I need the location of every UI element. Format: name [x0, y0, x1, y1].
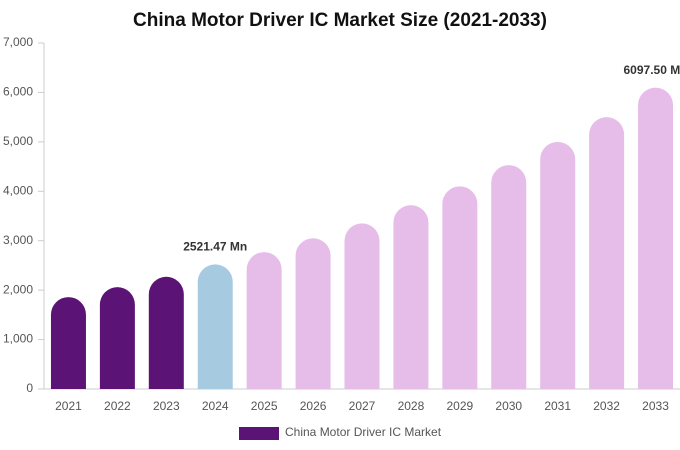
x-tick-label: 2025 [251, 399, 278, 413]
bar [540, 141, 576, 389]
x-tick-label: 2029 [446, 399, 473, 413]
x-tick-label: 2030 [495, 399, 522, 413]
x-tick-label: 2032 [593, 399, 620, 413]
bar [491, 165, 527, 389]
chart-title: China Motor Driver IC Market Size (2021-… [133, 10, 547, 31]
data-label: 6097.50 Mn [624, 63, 680, 77]
bar [393, 205, 429, 389]
y-tick-label: 0 [26, 381, 33, 395]
y-tick-label: 4,000 [3, 183, 33, 197]
y-tick-label: 2,000 [3, 282, 33, 296]
x-tick-label: 2031 [544, 399, 571, 413]
y-tick-label: 6,000 [3, 85, 33, 99]
y-tick-label: 5,000 [3, 134, 33, 148]
data-label: 2521.47 Mn [183, 240, 247, 254]
legend-label: China Motor Driver IC Market [285, 425, 442, 439]
x-tick-label: 2021 [55, 399, 82, 413]
y-tick-label: 3,000 [3, 233, 33, 247]
x-tick-label: 2026 [300, 399, 327, 413]
x-tick-label: 2033 [642, 399, 669, 413]
bar [638, 87, 674, 389]
bar [442, 186, 478, 389]
legend-swatch [239, 427, 279, 440]
y-tick-label: 1,000 [3, 332, 33, 346]
bar [246, 252, 282, 389]
x-tick-label: 2024 [202, 399, 229, 413]
bar [589, 117, 625, 389]
x-tick-label: 2028 [398, 399, 425, 413]
bar [197, 264, 233, 389]
x-tick-label: 2027 [349, 399, 376, 413]
bar [148, 276, 184, 389]
x-tick-label: 2022 [104, 399, 131, 413]
x-tick-label: 2023 [153, 399, 180, 413]
bar [50, 297, 86, 389]
bar [295, 238, 331, 389]
y-tick-label: 7,000 [3, 35, 33, 49]
bar [99, 287, 135, 389]
bar [344, 223, 380, 389]
